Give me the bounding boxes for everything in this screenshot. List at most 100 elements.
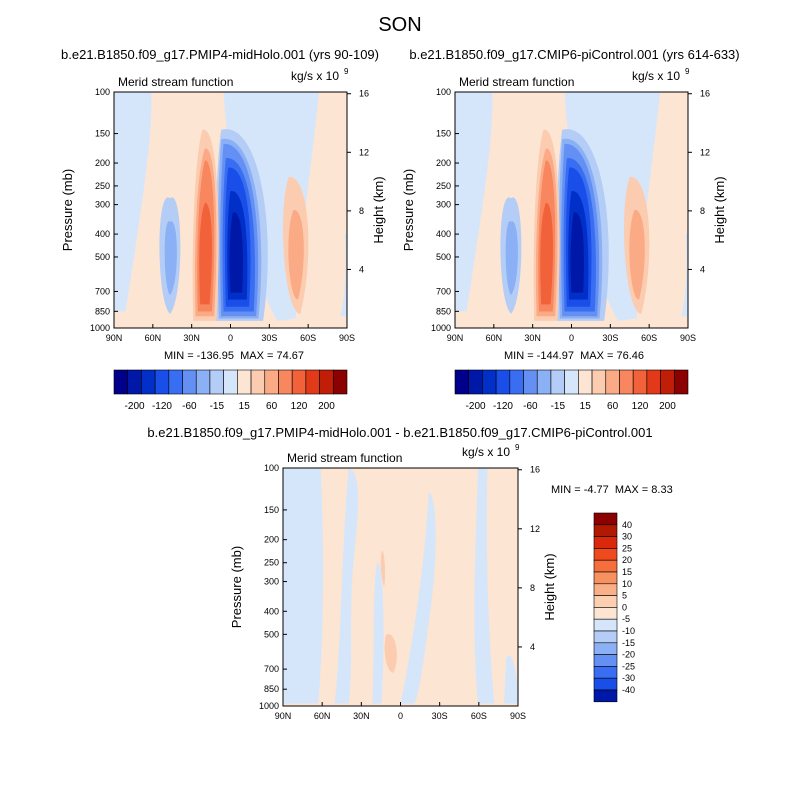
panel-3-ytick-label: 500 xyxy=(264,629,279,639)
colorbar-3-swatch xyxy=(593,583,618,596)
colorbar-2-swatch xyxy=(660,369,675,395)
panel-3-ylabel: Pressure (mb) xyxy=(229,546,244,628)
panel-3-plot: Merid stream function kg/s x 10 9 100 150 200… xyxy=(229,443,557,721)
panel-2-ytick-label: 850 xyxy=(436,306,451,316)
colorbar-3-label: 20 xyxy=(622,555,632,565)
panel-1-plot: Merid stream function kg/s x 10 9 100 150 200… xyxy=(60,67,386,343)
colorbar-1-swatch xyxy=(319,369,334,395)
colorbar-2-swatch xyxy=(619,369,634,395)
colorbar-1-label: -120 xyxy=(152,401,172,412)
panel-2-contour-band xyxy=(540,202,553,305)
panel-3-units: kg/s x 10 xyxy=(462,445,510,459)
colorbar-1-label: -200 xyxy=(125,401,145,412)
panel-1-contour-band xyxy=(340,233,347,317)
colorbar-3-swatch xyxy=(593,677,618,691)
colorbar-1-label: -15 xyxy=(210,401,225,412)
colorbar-2-label: 60 xyxy=(607,401,619,412)
colorbar-3-label: -20 xyxy=(622,650,635,660)
panel-2-minmax: MIN = -144.97 MAX = 76.46 xyxy=(440,350,708,362)
colorbar-1-swatch xyxy=(141,369,156,395)
colorbar-2-label: -120 xyxy=(493,401,513,412)
colorbar-1-swatch xyxy=(182,369,197,395)
panel-2-max: MAX = 76.46 xyxy=(580,350,645,362)
panel-2-xtick-label: 30S xyxy=(602,333,618,343)
colorbar-2-swatch xyxy=(632,369,648,395)
colorbar-3-label: 40 xyxy=(622,520,632,530)
panel-3-units-exponent: 9 xyxy=(515,443,520,452)
panel-3-ytick-label: 850 xyxy=(264,684,279,694)
panel-2-xtick-label: 60N xyxy=(486,333,503,343)
colorbar-2-swatch xyxy=(495,369,511,395)
colorbar-1-swatch xyxy=(154,369,170,395)
panel-2-contour-band xyxy=(455,92,493,312)
panel-2-ytick-label: 200 xyxy=(436,158,451,168)
panel-2-title: b.e21.B1850.f09_g17.CMIP6-piControl.001 … xyxy=(409,47,740,62)
panel-2-xtick-label: 60S xyxy=(641,333,657,343)
colorbar-3-swatch xyxy=(593,607,618,620)
panel-3-xtick-label: 30N xyxy=(353,711,370,721)
panel-3-ytick-label: 1000 xyxy=(259,701,279,711)
colorbar-1-label: 15 xyxy=(239,401,251,412)
panel-1-min: MIN = -136.95 xyxy=(163,350,234,362)
colorbar-1-swatch xyxy=(264,369,279,395)
colorbar-3-label: -40 xyxy=(622,685,635,695)
panel-1-contour-band xyxy=(229,212,243,293)
panel-2-contour-band xyxy=(629,209,645,300)
colorbar-3-swatch xyxy=(593,536,618,549)
colorbar-2-swatch xyxy=(591,369,607,395)
panel-1-max: MAX = 74.67 xyxy=(240,350,305,362)
panel-3-ytick-label: 150 xyxy=(264,505,279,515)
panel-2-min: MIN = -144.97 xyxy=(503,350,574,362)
panel-2-units: kg/s x 10 xyxy=(632,69,680,83)
colorbar-3-label: 10 xyxy=(622,579,632,589)
colorbar-1-swatch xyxy=(305,369,320,395)
panel-1-xtick-label: 60S xyxy=(300,333,316,343)
colorbar-3-swatch xyxy=(593,524,618,537)
panel-2-contour-band xyxy=(505,221,518,295)
colorbar-3-label: -25 xyxy=(622,661,635,671)
colorbar-3-swatch xyxy=(593,512,618,526)
panel-3-minmax: MIN = -4.77 MAX = 8.33 xyxy=(551,484,673,496)
panel-3-xtick-label: 90S xyxy=(510,711,526,721)
panel-1-ytick-label: 500 xyxy=(95,252,110,262)
colorbar-3-swatch xyxy=(593,618,618,632)
colorbar-3-swatch xyxy=(593,630,618,644)
panel-3-ytick-label: 100 xyxy=(264,463,279,473)
panel-1-ytick-label: 850 xyxy=(95,306,110,316)
panel-2-plot: Merid stream function kg/s x 10 9 100 150 200… xyxy=(401,67,727,343)
colorbar-3-label: 15 xyxy=(622,567,632,577)
panel-2-xtick-label: 90N xyxy=(447,333,464,343)
colorbar-2-label: -200 xyxy=(466,401,486,412)
panel-2-rtick-label: 16 xyxy=(700,89,710,99)
colorbar-1-label: 120 xyxy=(291,401,308,412)
colorbar-1-swatch xyxy=(127,369,142,395)
panel-1-xtick-label: 30S xyxy=(261,333,277,343)
panel-3-ytick-label: 400 xyxy=(264,606,279,616)
colorbar-2-label: 200 xyxy=(659,401,676,412)
panel-1-rtick-label: 12 xyxy=(359,147,369,157)
panel-1-rtick-label: 8 xyxy=(359,206,364,216)
panel-2-rtick-label: 12 xyxy=(700,147,710,157)
panel-2-ylabel-right: Height (km) xyxy=(712,176,727,243)
panel-2-contour-band xyxy=(570,212,584,293)
panel-1-contour-band xyxy=(114,92,152,312)
panel-3-ytick-label: 200 xyxy=(264,535,279,545)
colorbar-2-swatch xyxy=(646,369,661,395)
colorbar-3-label: -15 xyxy=(622,638,635,648)
colorbar-1-swatch xyxy=(332,369,348,395)
panel-2-ytick-label: 400 xyxy=(436,229,451,239)
panel-1-rtick-label: 4 xyxy=(359,264,364,274)
panel-1-units: kg/s x 10 xyxy=(291,69,339,83)
colorbar-1-swatch xyxy=(223,369,238,395)
panel-1-ytick-label: 250 xyxy=(95,181,110,191)
panel-3-contour-band xyxy=(283,468,324,704)
panel-1-ytick-label: 700 xyxy=(95,286,110,296)
panel-2-ytick-label: 250 xyxy=(436,181,451,191)
panel-2-ytick-label: 300 xyxy=(436,200,451,210)
colorbar-3-swatch xyxy=(593,689,618,703)
panel-3-rtick-label: 12 xyxy=(530,524,540,534)
colorbar-2-swatch xyxy=(564,369,579,395)
colorbar-2-label: 120 xyxy=(632,401,649,412)
page-title: SON xyxy=(378,14,422,36)
panel-3-contour-band xyxy=(334,468,359,704)
